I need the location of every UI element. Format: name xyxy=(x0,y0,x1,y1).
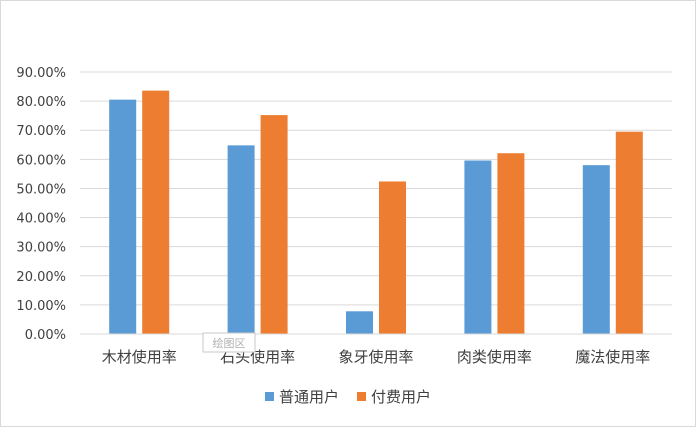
legend-item: 普通用户 xyxy=(264,388,339,406)
gridlines xyxy=(80,71,672,306)
plot-area-tooltip-box xyxy=(202,332,256,353)
y-tick-label: 40.00% xyxy=(16,212,66,227)
y-tick-label: 20.00% xyxy=(16,270,66,285)
y-tick-label: 0.00% xyxy=(25,328,66,343)
x-axis-categories: 木材使用率 石头使用率 象牙使用率 肉类使用率 魔法使用率 xyxy=(102,348,651,366)
x-category-label: 肉类使用率 xyxy=(457,348,532,366)
bar xyxy=(497,153,525,334)
y-tick-label: 10.00% xyxy=(16,299,66,314)
bar xyxy=(260,115,288,334)
legend: 普通用户 付费用户 xyxy=(264,388,431,406)
y-axis-ticks: 0.00% 10.00% 20.00% 30.00% 40.00% 50.00% 60.00… xyxy=(16,66,66,343)
bar xyxy=(227,145,255,334)
y-tick-label: 50.00% xyxy=(16,182,66,197)
x-category-label: 象牙使用率 xyxy=(338,348,413,366)
bar xyxy=(582,165,610,334)
bar xyxy=(379,181,406,334)
plot-area-tooltip-text: 绘图区 xyxy=(213,336,246,350)
bar xyxy=(109,99,137,335)
legend-label: 普通用户 xyxy=(279,388,339,406)
legend-item: 付费用户 xyxy=(357,388,431,406)
bar xyxy=(615,131,643,334)
y-tick-label: 30.00% xyxy=(16,241,66,256)
y-tick-label: 90.00% xyxy=(16,66,66,81)
legend-swatch xyxy=(264,392,274,401)
bar xyxy=(464,160,492,334)
legend-label: 付费用户 xyxy=(371,388,431,406)
plot-area-tooltip: 绘图区 xyxy=(202,332,256,353)
bars xyxy=(109,90,643,335)
x-category-label: 魔法使用率 xyxy=(575,348,650,366)
y-tick-label: 80.00% xyxy=(16,95,66,110)
bar xyxy=(142,90,170,335)
bar xyxy=(346,311,373,334)
y-tick-label: 60.00% xyxy=(16,153,66,168)
y-tick-label: 70.00% xyxy=(16,124,66,139)
x-category-label: 木材使用率 xyxy=(102,348,177,366)
legend-swatch xyxy=(357,392,366,401)
